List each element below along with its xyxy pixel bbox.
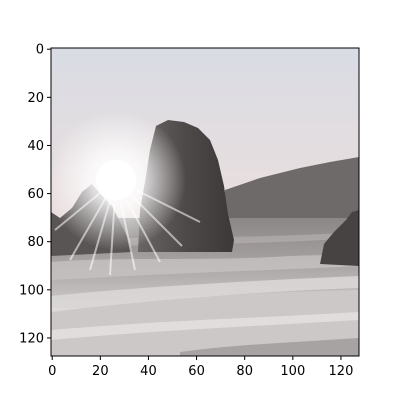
y-tick-label: 20: [27, 91, 44, 106]
x-tick-label: 120: [329, 364, 354, 379]
distant-headland: [225, 157, 359, 222]
y-tick-label: 80: [27, 235, 44, 250]
x-axis-ticks: 0 20 40 60 80 100 120: [48, 356, 353, 379]
y-tick-label: 100: [19, 283, 44, 298]
y-tick-label: 40: [27, 139, 44, 154]
y-tick-label: 60: [27, 187, 44, 202]
x-tick-label: 60: [188, 364, 205, 379]
x-tick-label: 80: [236, 364, 253, 379]
y-tick-label: 0: [36, 43, 44, 58]
x-tick-label: 0: [48, 364, 56, 379]
photo-beach-sunset: [51, 48, 359, 356]
axes-frame: [50, 47, 360, 357]
x-tick-label: 100: [280, 364, 305, 379]
y-axis-ticks: 0 20 40 60 80 100 120: [19, 43, 51, 346]
x-tick-label: 20: [92, 364, 109, 379]
sun-flare: [51, 110, 201, 276]
right-rock: [320, 210, 359, 266]
y-tick-label: 120: [19, 331, 44, 346]
x-tick-label: 40: [140, 364, 157, 379]
